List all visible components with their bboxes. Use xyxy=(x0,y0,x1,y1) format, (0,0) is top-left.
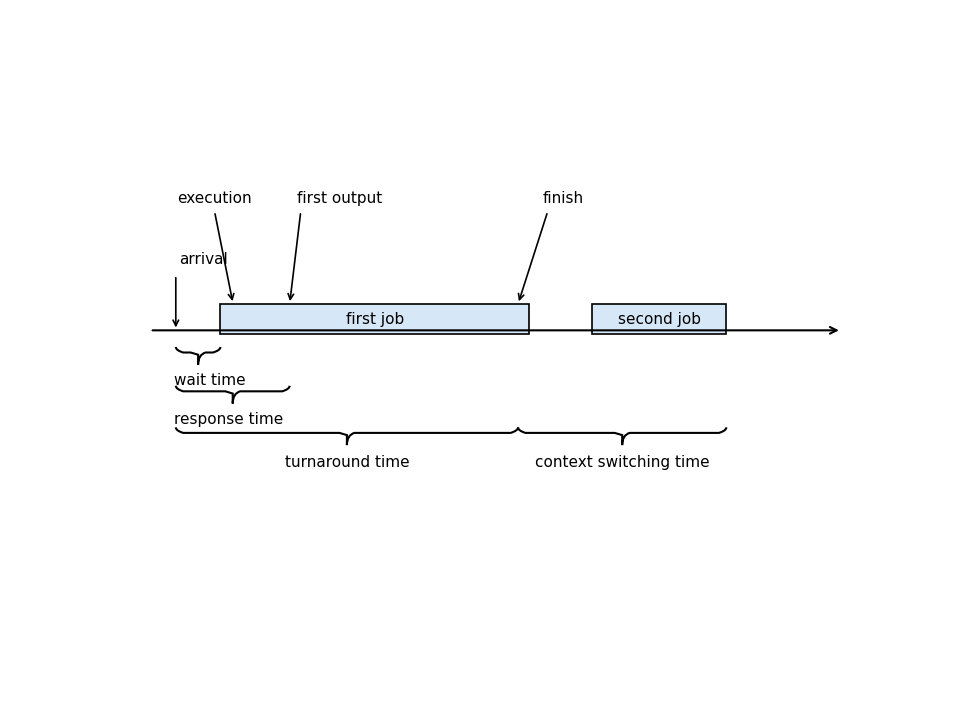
Text: turnaround time: turnaround time xyxy=(284,455,409,470)
Bar xyxy=(592,304,727,335)
Text: execution: execution xyxy=(178,191,252,206)
Text: wait time: wait time xyxy=(175,373,246,388)
Text: first job: first job xyxy=(346,312,404,327)
Text: arrival: arrival xyxy=(180,251,228,266)
Text: finish: finish xyxy=(542,191,584,206)
Text: first output: first output xyxy=(297,191,382,206)
Text: second job: second job xyxy=(618,312,701,327)
Text: context switching time: context switching time xyxy=(535,455,709,470)
Bar xyxy=(221,304,529,335)
Text: response time: response time xyxy=(175,412,283,427)
